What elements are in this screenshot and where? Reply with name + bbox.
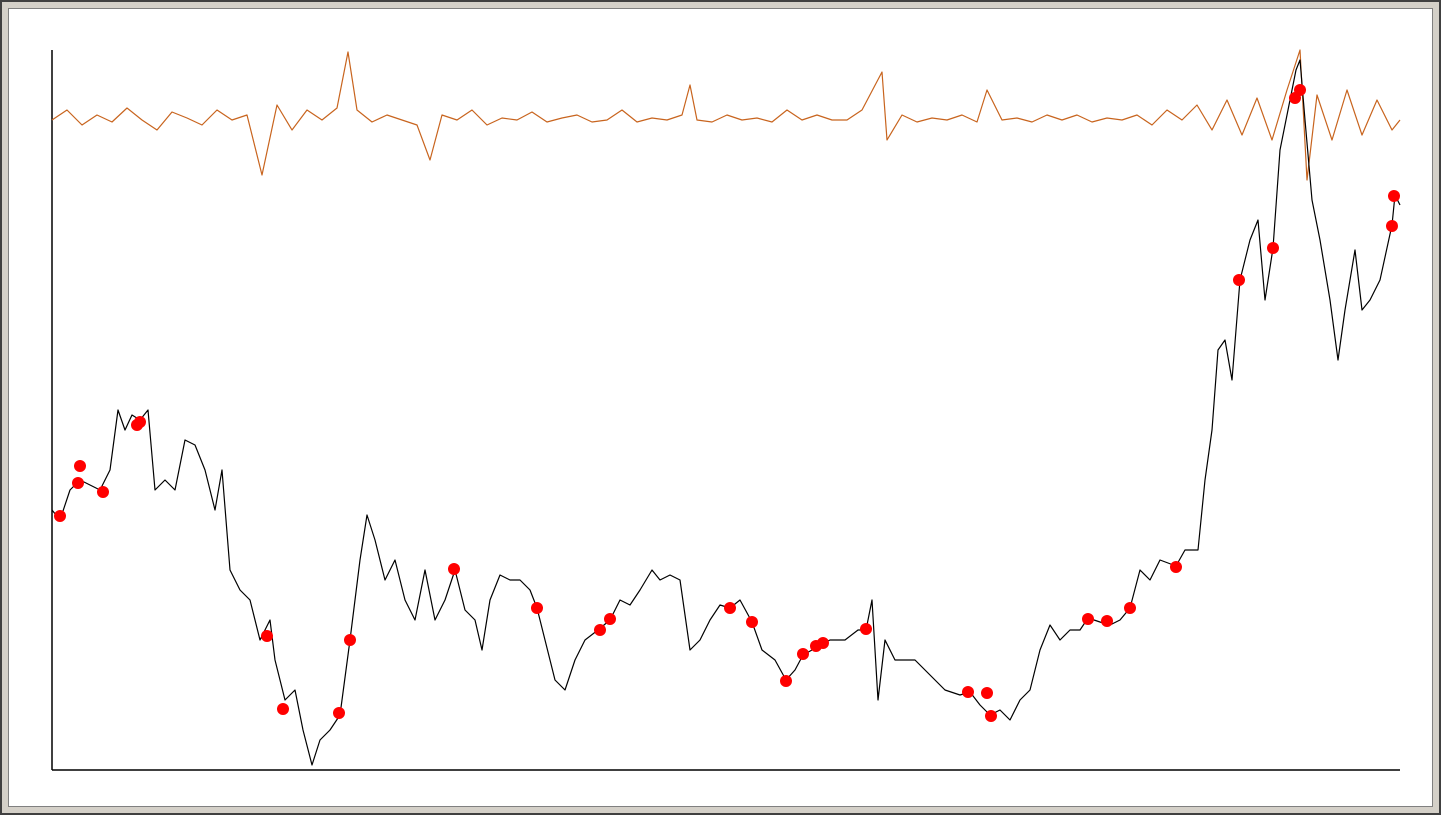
data-point bbox=[74, 460, 86, 472]
data-point bbox=[724, 602, 736, 614]
data-point bbox=[860, 623, 872, 635]
data-point bbox=[797, 648, 809, 660]
data-point bbox=[448, 563, 460, 575]
data-point bbox=[531, 602, 543, 614]
data-point bbox=[333, 707, 345, 719]
data-point bbox=[1124, 602, 1136, 614]
data-point bbox=[817, 637, 829, 649]
data-point bbox=[1233, 274, 1245, 286]
data-point bbox=[1267, 242, 1279, 254]
data-point bbox=[985, 710, 997, 722]
plot-panel bbox=[8, 8, 1433, 807]
data-point bbox=[604, 613, 616, 625]
data-point bbox=[344, 634, 356, 646]
data-line bbox=[51, 49, 1401, 181]
data-point bbox=[1386, 220, 1398, 232]
data-point bbox=[1101, 615, 1113, 627]
data-point bbox=[261, 630, 273, 642]
data-point bbox=[780, 675, 792, 687]
data-point bbox=[54, 510, 66, 522]
data-point bbox=[746, 616, 758, 628]
data-point bbox=[277, 703, 289, 715]
data-line bbox=[51, 59, 1401, 766]
data-point bbox=[981, 687, 993, 699]
data-point bbox=[1294, 84, 1306, 96]
data-point bbox=[1388, 190, 1400, 202]
data-point bbox=[1082, 613, 1094, 625]
data-point bbox=[594, 624, 606, 636]
data-point bbox=[134, 416, 146, 428]
data-point bbox=[72, 477, 84, 489]
data-point bbox=[1170, 561, 1182, 573]
data-point bbox=[962, 686, 974, 698]
data-point bbox=[97, 486, 109, 498]
